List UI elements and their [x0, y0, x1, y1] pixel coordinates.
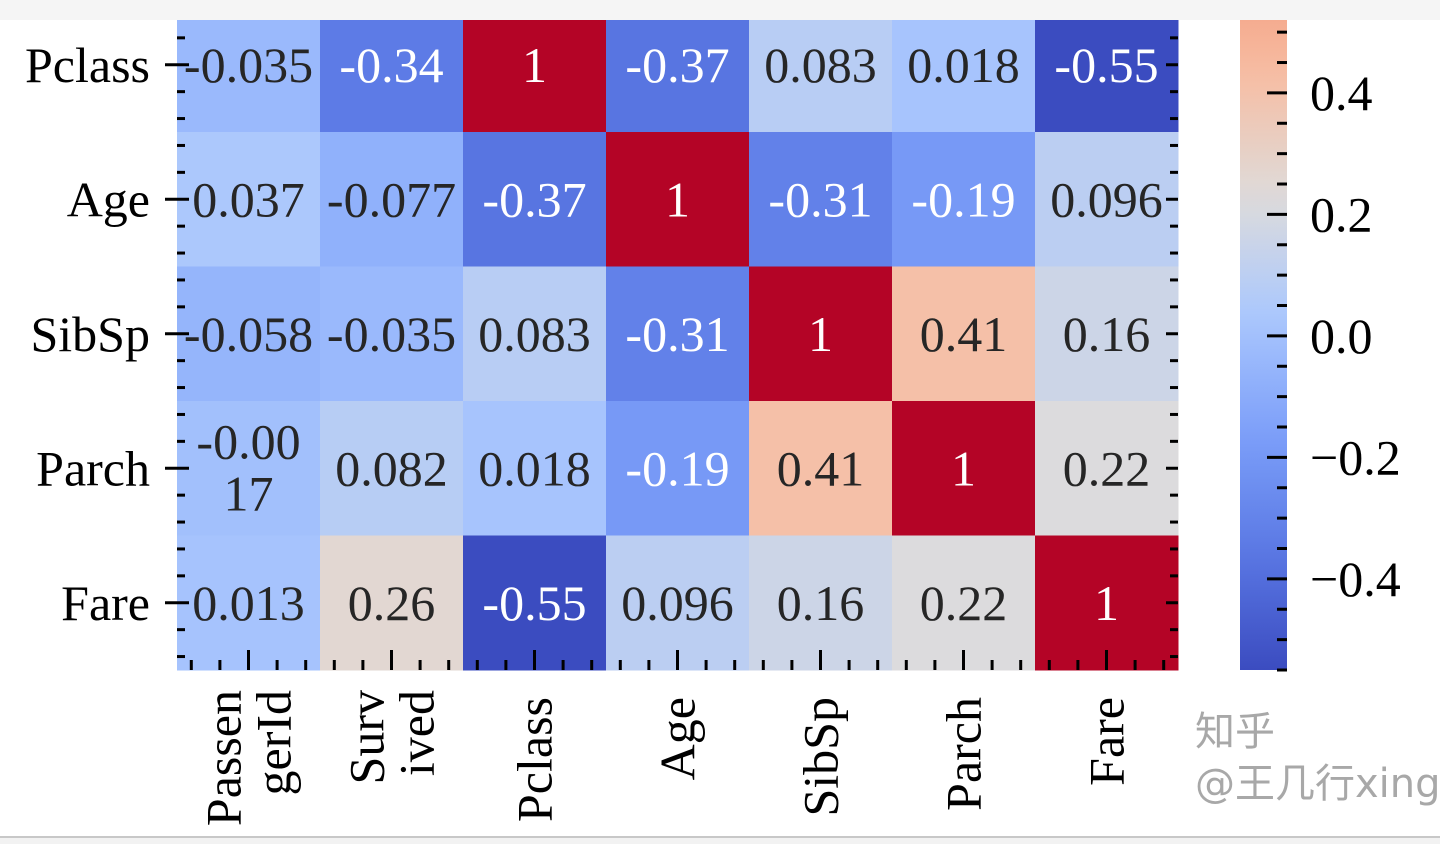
colorbar-tick-label: 0.0	[1310, 308, 1373, 364]
cell-annotation: 0.018	[478, 440, 591, 496]
cell-annotation: 0.083	[764, 37, 877, 93]
colorbar-tick-label: −0.4	[1310, 551, 1401, 607]
cell-annotation: -0.37	[482, 171, 586, 227]
heatmap-cell	[177, 401, 321, 536]
heatmap-cell	[749, 132, 893, 267]
cell-annotation: 1	[951, 440, 976, 496]
cell-annotation: 1	[665, 171, 690, 227]
heatmap-cell	[320, 20, 464, 133]
heatmap-cell	[463, 20, 607, 133]
bottom-bar	[0, 836, 1440, 844]
cell-annotation: 1	[1094, 575, 1119, 631]
cell-annotation: -0.37	[625, 37, 729, 93]
cell-annotation: -0.55	[482, 575, 586, 631]
row-label: Parch	[36, 440, 150, 496]
cell-annotation: -0.035	[184, 37, 313, 93]
cell-annotation: -0.31	[768, 171, 872, 227]
colorbar-tick-label: −0.2	[1310, 429, 1401, 485]
heatmap-cell	[320, 535, 464, 671]
heatmap-cell	[177, 266, 321, 402]
heatmap-cell	[606, 535, 750, 671]
heatmap-cell	[892, 535, 1036, 671]
cell-annotation: 0.096	[621, 575, 734, 631]
colorbar-tick-label: 0.4	[1310, 65, 1373, 121]
cell-annotation: 0.083	[478, 306, 591, 362]
heatmap-cell	[749, 266, 893, 402]
heatmap-cell	[892, 20, 1036, 133]
cell-annotation: 0.22	[1063, 440, 1151, 496]
cell-annotation: -0.00 17	[196, 413, 300, 521]
heatmap-cell	[606, 132, 750, 267]
cell-annotation: 0.096	[1050, 171, 1163, 227]
heatmap-cell	[1035, 535, 1179, 671]
row-label: Age	[67, 171, 150, 227]
cell-annotation: -0.55	[1054, 37, 1158, 93]
heatmap-cell	[606, 266, 750, 402]
heatmap-cell	[1035, 266, 1179, 402]
colorbar	[1240, 20, 1287, 670]
cell-annotation: -0.34	[339, 37, 443, 93]
column-label: Age	[650, 697, 706, 780]
heatmap-cell	[1035, 132, 1179, 267]
heatmap-cell	[749, 535, 893, 671]
heatmap-cell	[892, 266, 1036, 402]
cell-annotation: 0.082	[335, 440, 448, 496]
cell-annotation: -0.058	[184, 306, 313, 362]
heatmap-cell	[606, 20, 750, 133]
cell-annotation: 1	[522, 37, 547, 93]
cell-annotation: 0.16	[777, 575, 865, 631]
cell-annotation: 0.22	[920, 575, 1008, 631]
cell-annotation: 0.41	[920, 306, 1008, 362]
top-bar	[0, 0, 1440, 20]
heatmap-cell	[1035, 20, 1179, 133]
heatmap-cell	[606, 401, 750, 536]
row-label: SibSp	[30, 306, 150, 362]
cell-annotation: 0.013	[192, 575, 305, 631]
column-label: Fare	[1079, 697, 1135, 786]
row-label: Fare	[61, 575, 150, 631]
column-label: SibSp	[793, 697, 849, 817]
cell-annotation: 0.41	[777, 440, 865, 496]
cell-annotation: 1	[808, 306, 833, 362]
heatmap-cell	[463, 535, 607, 671]
heatmap-cell	[320, 266, 464, 402]
heatmap-cell	[177, 20, 321, 133]
row-label: Pclass	[25, 37, 150, 93]
cell-annotation: -0.035	[327, 306, 456, 362]
heatmap-cell	[463, 401, 607, 536]
heatmap-cell	[320, 401, 464, 536]
heatmap-cell	[749, 20, 893, 133]
column-label: Pclass	[507, 697, 563, 822]
heatmap-cell	[463, 266, 607, 402]
watermark: 知乎@王几行xing	[1195, 709, 1440, 807]
cell-annotation: 0.26	[348, 575, 436, 631]
colorbar-tick-label: 0.2	[1310, 186, 1373, 242]
cell-annotation: 0.037	[192, 171, 305, 227]
heatmap-cell	[320, 132, 464, 267]
heatmap-cell	[463, 132, 607, 267]
column-label: Parch	[936, 697, 992, 811]
cell-annotation: -0.19	[911, 171, 1015, 227]
column-label: PassengerId	[196, 690, 302, 826]
cell-annotation: 0.16	[1063, 306, 1151, 362]
cell-annotation: -0.077	[327, 171, 456, 227]
heatmap-cell	[177, 535, 321, 671]
heatmap-cell	[892, 132, 1036, 267]
cell-annotation: 0.018	[907, 37, 1020, 93]
cell-annotation: -0.31	[625, 306, 729, 362]
cell-annotation: -0.19	[625, 440, 729, 496]
heatmap-cell	[892, 401, 1036, 536]
heatmap-cell	[177, 132, 321, 267]
column-label: Survived	[339, 690, 445, 784]
heatmap-cell	[1035, 401, 1179, 536]
heatmap-cell	[749, 401, 893, 536]
